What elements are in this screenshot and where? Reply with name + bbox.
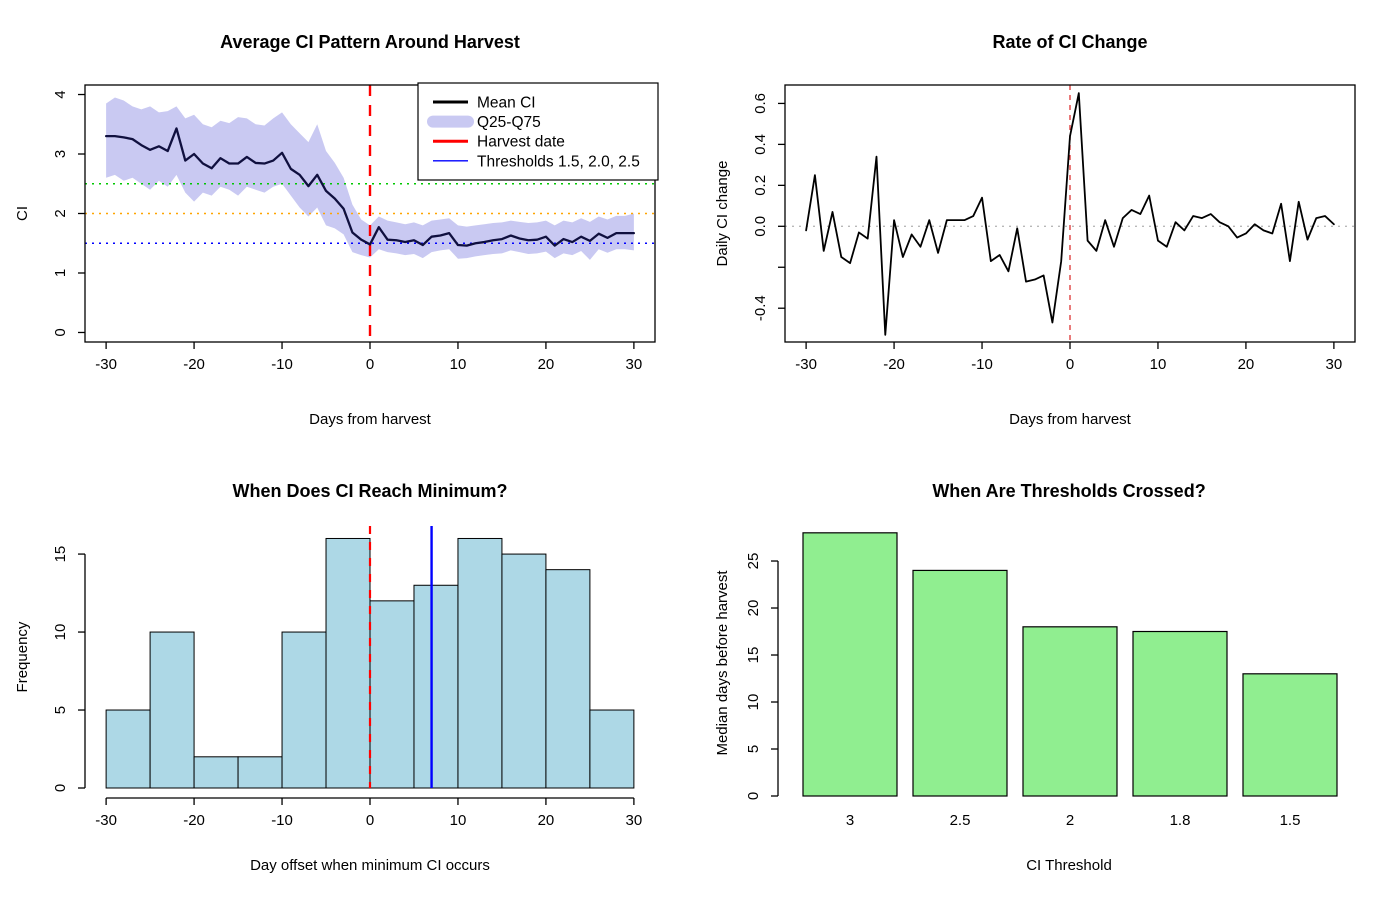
svg-text:-0.4: -0.4 [752, 295, 769, 321]
svg-text:Day offset when minimum CI occ: Day offset when minimum CI occurs [250, 857, 490, 874]
panel-average-ci-pattern: -30 -20 -10 0 10 20 30 0 1 2 3 4 Mean CI Q25-Q75 Harve… [0, 0, 700, 450]
svg-text:0.0: 0.0 [752, 216, 769, 237]
svg-text:20: 20 [745, 600, 762, 617]
svg-text:0: 0 [1066, 356, 1074, 373]
svg-text:15: 15 [745, 647, 762, 664]
svg-text:2: 2 [52, 209, 69, 217]
svg-text:20: 20 [1238, 356, 1255, 373]
chart-threshold-crossing-bars: 3 2.5 2 1.8 1.5 0 5 10 15 20 25 When Are Thresholds… [700, 450, 1400, 900]
svg-text:-30: -30 [795, 356, 817, 373]
svg-text:0: 0 [52, 784, 69, 792]
svg-text:4: 4 [52, 90, 69, 98]
svg-text:-10: -10 [271, 356, 293, 373]
svg-text:1.8: 1.8 [1170, 812, 1191, 829]
svg-text:Q25-Q75: Q25-Q75 [477, 114, 541, 131]
svg-text:When Does CI Reach Minimum?: When Does CI Reach Minimum? [232, 481, 507, 501]
svg-text:-20: -20 [883, 356, 905, 373]
svg-text:0: 0 [745, 792, 762, 800]
svg-text:Frequency: Frequency [14, 621, 31, 692]
svg-text:-10: -10 [271, 812, 293, 829]
svg-text:-30: -30 [95, 812, 117, 829]
svg-text:Harvest date: Harvest date [477, 134, 565, 151]
svg-text:When Are Thresholds Crossed?: When Are Thresholds Crossed? [932, 481, 1205, 501]
chart-min-ci-histogram: -30 -20 -10 0 10 20 30 0 5 10 15 When Does CI Reach… [0, 450, 700, 900]
svg-text:10: 10 [52, 624, 69, 641]
svg-text:5: 5 [52, 706, 69, 714]
svg-text:-30: -30 [95, 356, 117, 373]
svg-text:20: 20 [538, 356, 555, 373]
svg-text:2.5: 2.5 [950, 812, 971, 829]
svg-text:30: 30 [626, 812, 643, 829]
svg-text:0: 0 [366, 812, 374, 829]
svg-text:5: 5 [745, 745, 762, 753]
svg-text:0.6: 0.6 [752, 93, 769, 114]
svg-text:0.4: 0.4 [752, 134, 769, 155]
svg-text:0.2: 0.2 [752, 175, 769, 196]
svg-text:30: 30 [626, 356, 643, 373]
svg-text:10: 10 [450, 812, 467, 829]
svg-text:1.5: 1.5 [1280, 812, 1301, 829]
panel-rate-of-ci-change: -30 -20 -10 0 10 20 30 -0.4 0.0 0.2 0.4 0.6 Rate of … [700, 0, 1400, 450]
svg-text:-10: -10 [971, 356, 993, 373]
svg-text:Rate of CI Change: Rate of CI Change [992, 32, 1147, 52]
svg-text:2: 2 [1066, 812, 1074, 829]
svg-text:Days from harvest: Days from harvest [1009, 411, 1132, 428]
svg-text:0: 0 [366, 356, 374, 373]
svg-text:1: 1 [52, 269, 69, 277]
svg-text:25: 25 [745, 553, 762, 570]
svg-text:CI: CI [14, 206, 31, 221]
panel-min-ci-histogram: -30 -20 -10 0 10 20 30 0 5 10 15 When Does CI Reach… [0, 450, 700, 900]
svg-text:Median days before harvest: Median days before harvest [714, 570, 731, 756]
svg-text:Days from harvest: Days from harvest [309, 411, 432, 428]
svg-text:3: 3 [52, 150, 69, 158]
svg-text:Daily CI change: Daily CI change [714, 161, 731, 267]
svg-text:-20: -20 [183, 812, 205, 829]
svg-text:10: 10 [1150, 356, 1167, 373]
svg-text:Average CI Pattern Around Harv: Average CI Pattern Around Harvest [220, 32, 520, 52]
svg-text:10: 10 [745, 694, 762, 711]
svg-text:30: 30 [1326, 356, 1343, 373]
svg-text:Mean CI: Mean CI [477, 95, 536, 112]
chart-average-ci-pattern: -30 -20 -10 0 10 20 30 0 1 2 3 4 Mean CI Q25-Q75 Harve… [0, 0, 700, 450]
svg-text:20: 20 [538, 812, 555, 829]
svg-text:-20: -20 [183, 356, 205, 373]
svg-text:10: 10 [450, 356, 467, 373]
svg-text:0: 0 [52, 328, 69, 336]
chart-rate-of-ci-change: -30 -20 -10 0 10 20 30 -0.4 0.0 0.2 0.4 0.6 Rate of … [700, 0, 1400, 450]
panel-threshold-crossing: 3 2.5 2 1.8 1.5 0 5 10 15 20 25 When Are Thresholds… [700, 450, 1400, 900]
svg-text:Thresholds 1.5, 2.0, 2.5: Thresholds 1.5, 2.0, 2.5 [477, 153, 640, 170]
svg-text:3: 3 [846, 812, 854, 829]
svg-text:15: 15 [52, 546, 69, 563]
svg-text:CI Threshold: CI Threshold [1026, 857, 1112, 874]
